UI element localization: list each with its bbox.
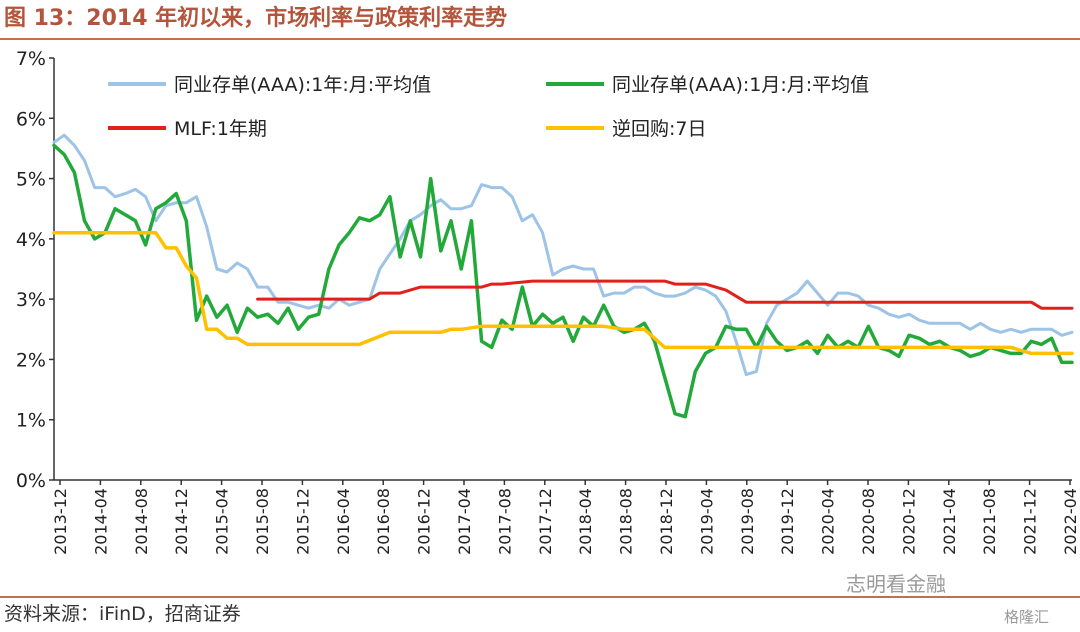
x-tick-label: 2021-08 bbox=[980, 488, 999, 555]
x-axis-ticks: 2013-12 2014-04 2014-08 2014-12 2015-04 2015-… bbox=[51, 480, 1080, 555]
watermark-secondary: 格隆汇 bbox=[1004, 608, 1050, 626]
series-line-1 bbox=[52, 133, 1074, 376]
title-divider bbox=[0, 38, 1080, 40]
y-tick-label: 3% bbox=[16, 289, 46, 311]
legend-label: 逆回购:7日 bbox=[612, 118, 707, 140]
x-tick-label: 2017-12 bbox=[536, 488, 555, 555]
source-divider bbox=[0, 596, 1080, 598]
x-tick-label: 2015-04 bbox=[213, 488, 232, 555]
x-tick-label: 2016-12 bbox=[415, 488, 434, 555]
x-tick-label: 2022-04 bbox=[1061, 488, 1080, 555]
x-tick-label: 2021-12 bbox=[1021, 488, 1040, 555]
x-tick-label: 2020-12 bbox=[899, 488, 918, 555]
legend-label: 同业存单(AAA):1年:月:平均值 bbox=[174, 74, 431, 96]
x-tick-label: 2019-04 bbox=[697, 488, 716, 555]
x-tick-label: 2020-08 bbox=[859, 488, 878, 555]
x-tick-label: 2014-08 bbox=[132, 488, 151, 555]
series-line-2 bbox=[52, 143, 1074, 419]
y-tick-label: 0% bbox=[16, 470, 46, 492]
y-tick-label: 1% bbox=[16, 410, 46, 432]
x-tick-label: 2018-08 bbox=[617, 488, 636, 555]
x-tick-label: 2016-04 bbox=[334, 488, 353, 555]
chart-legend: 同业存单(AAA):1年:月:平均值 同业存单(AAA):1月:月:平均值 MLF:… bbox=[108, 74, 869, 140]
chart-axes bbox=[53, 58, 1072, 481]
legend-label: 同业存单(AAA):1月:月:平均值 bbox=[612, 74, 869, 96]
x-tick-label: 2015-08 bbox=[253, 488, 272, 555]
chart-title: 图 13：2014 年初以来，市场利率与政策利率走势 bbox=[4, 6, 508, 31]
y-tick-label: 6% bbox=[16, 108, 46, 130]
x-tick-label: 2016-08 bbox=[374, 488, 393, 555]
rate-line-chart: 0%1%2%3%4%5%6%7% 2013-12 2014-04 2014-08 20… bbox=[16, 48, 1080, 555]
x-tick-label: 2020-04 bbox=[819, 488, 838, 555]
x-tick-label: 2019-08 bbox=[738, 488, 757, 555]
x-tick-label: 2014-12 bbox=[172, 488, 191, 555]
x-tick-label: 2015-12 bbox=[293, 488, 312, 555]
source-note: 资料来源：iFinD，招商证券 bbox=[4, 603, 241, 625]
y-tick-label: 4% bbox=[16, 229, 46, 251]
x-tick-label: 2014-04 bbox=[91, 488, 110, 555]
x-tick-label: 2018-12 bbox=[657, 488, 676, 555]
y-axis-ticks: 0% 1% 2% 3% 4% 5% 6% 7% bbox=[16, 48, 54, 492]
watermark-text: 志明看金融 bbox=[846, 572, 946, 596]
legend-label: MLF:1年期 bbox=[174, 118, 267, 140]
series-line-4 bbox=[52, 231, 1074, 356]
series-line-3 bbox=[256, 279, 1074, 310]
x-tick-label: 2018-04 bbox=[576, 488, 595, 555]
x-tick-label: 2021-04 bbox=[940, 488, 959, 555]
series-lines bbox=[52, 133, 1074, 419]
x-tick-label: 2017-08 bbox=[495, 488, 514, 555]
y-tick-label: 2% bbox=[16, 349, 46, 371]
x-tick-label: 2017-04 bbox=[455, 488, 474, 555]
x-tick-label: 2013-12 bbox=[51, 488, 70, 555]
x-tick-label: 2019-12 bbox=[778, 488, 797, 555]
y-tick-label: 5% bbox=[16, 169, 46, 191]
y-tick-label: 7% bbox=[16, 48, 46, 70]
